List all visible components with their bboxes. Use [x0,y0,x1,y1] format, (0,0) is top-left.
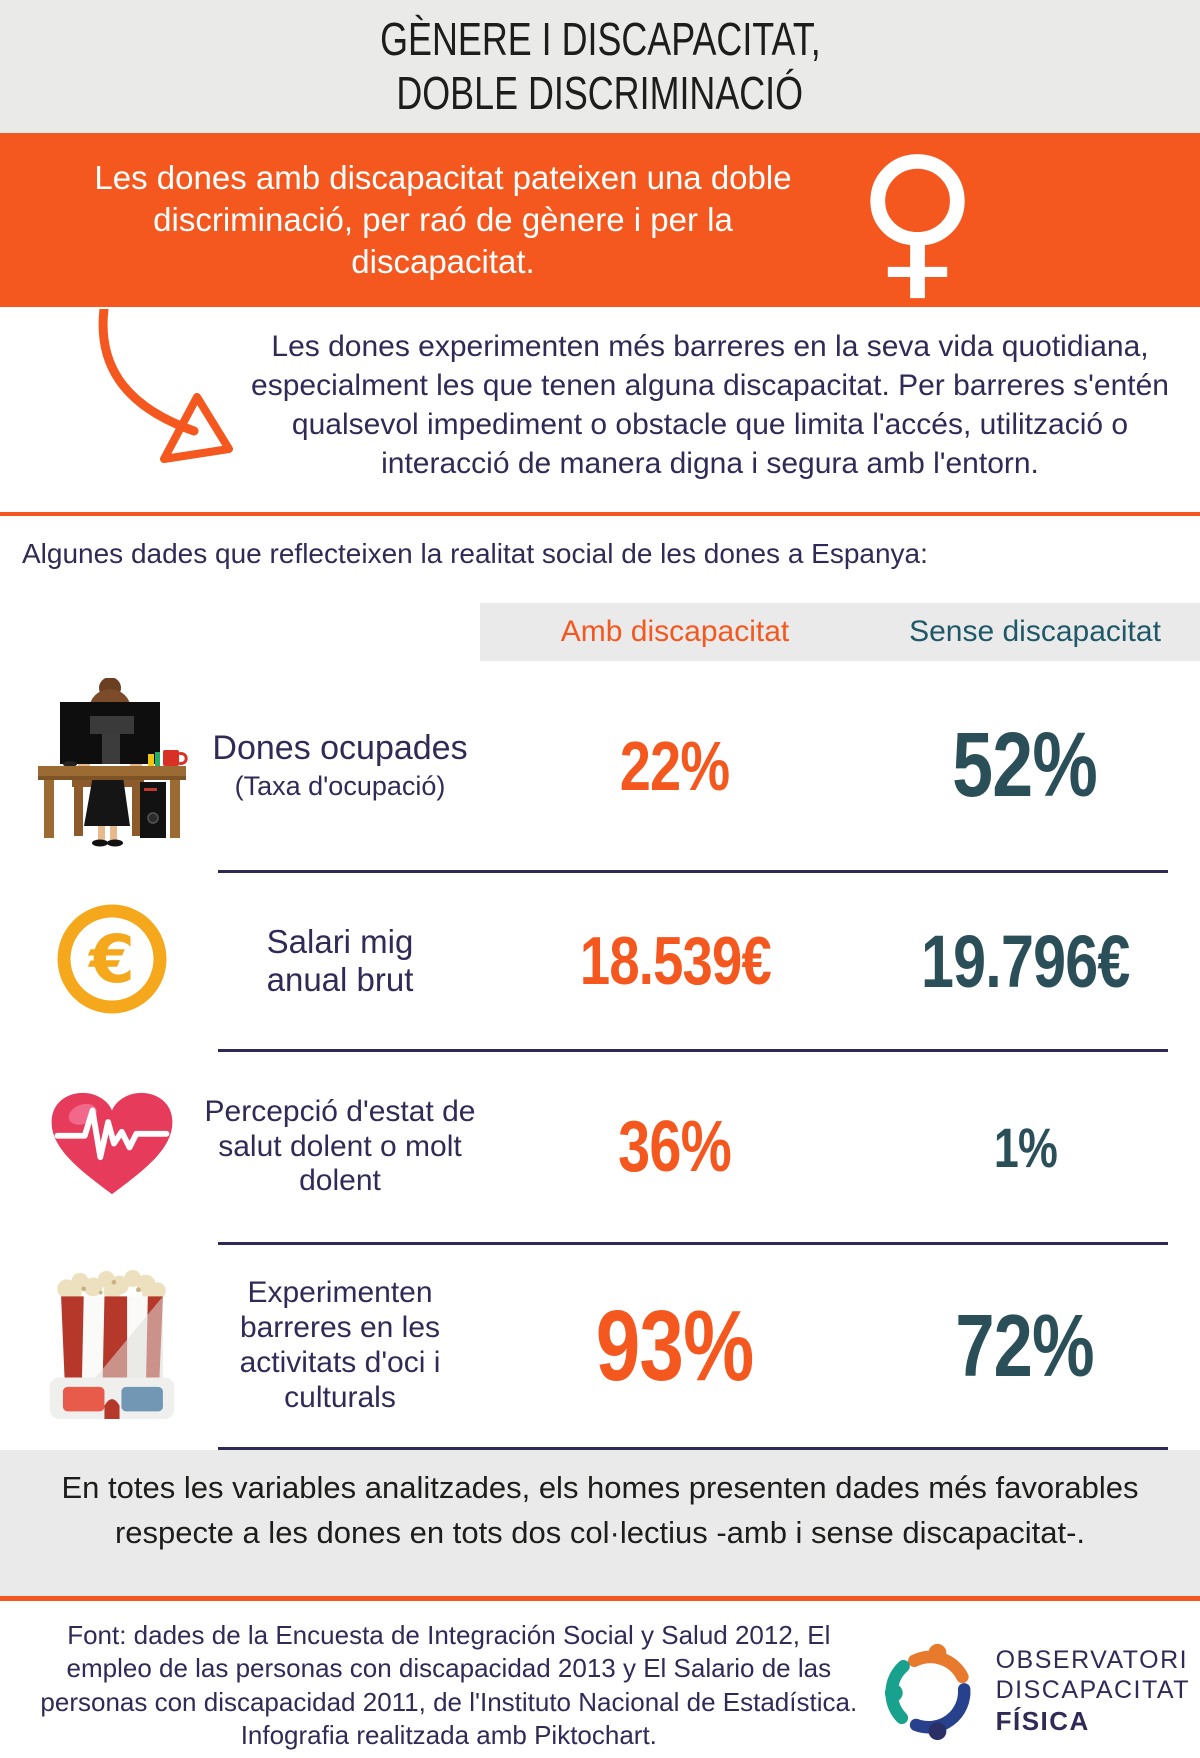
section-heading: Algunes dades que reflecteixen la realit… [22,538,928,569]
column-header-band: Amb discapacitat Sense discapacitat [480,603,1200,661]
value-sense: 1% [993,1115,1057,1179]
row-divider [218,1049,1168,1052]
page-title-line2: DOBLE DISCRIMINACIÓ [0,66,1200,120]
euro-coin-icon: € [51,898,173,1025]
value-sense-cell: 72% [938,1295,1111,1397]
logo-line2: DISCAPACITAT [995,1676,1190,1705]
row-label-cell: Salari mig anual brut [223,923,458,1000]
value-sense-cell: 52% [934,713,1115,818]
table-row-oci: Experimenten barreres en les activitats … [0,1245,1200,1447]
value-sense: 72% [955,1296,1095,1395]
row-divider [218,1447,1168,1450]
row-label: Percepció d'estat de salut dolent o molt… [204,1094,476,1198]
summary-text: En totes les variables analitzades, els … [61,1470,1139,1550]
table-row-dones-ocupades: Dones ocupades (Taxa d'ocupació) 22% 52% [0,661,1200,870]
page-title-text2: DOBLE DISCRIMINACIÓ [396,67,804,120]
logo-line1: OBSERVATORI [995,1646,1189,1675]
value-sense: 52% [952,714,1099,816]
value-amb: 93% [596,1289,755,1402]
value-sense-cell: 19.796€ [895,919,1156,1004]
logo-text: OBSERVATORI DISCAPACITAT FÍSICA [996,1645,1190,1738]
orange-divider-top [0,512,1200,516]
row-label-cell: Dones ocupades (Taxa d'ocupació) [212,729,467,802]
page-title-line1: GÈNERE I DISCAPACITAT, [0,12,1200,66]
curved-arrow-icon [98,309,233,463]
summary-band: En totes les variables analitzades, els … [0,1450,1200,1596]
value-amb-cell: 36% [604,1106,745,1188]
popcorn-3d-glasses-icon [46,1265,178,1428]
value-sense: 19.796€ [920,919,1130,1003]
section-heading-wrap: Algunes dades que reflecteixen la realit… [0,516,1200,603]
value-amb-cell: 22% [606,726,743,806]
row-sublabel: (Taxa d'ocupació) [234,770,446,801]
intro-text: Les dones experimenten més barreres en l… [251,330,1169,480]
page-header: GÈNERE I DISCAPACITAT, DOBLE DISCRIMINAC… [0,0,1200,133]
woman-at-desk-icon [32,677,192,853]
row-label-cell: Percepció d'estat de salut dolent o molt… [200,1095,480,1199]
female-symbol-icon: ♀ [856,121,980,318]
table-row-salut: Percepció d'estat de salut dolent o molt… [0,1052,1200,1242]
column-header-amb: Amb discapacitat [560,615,790,648]
row-label: Dones ocupades [212,729,468,768]
row-divider [218,870,1168,873]
intro-section: Les dones experimenten més barreres en l… [0,307,1200,512]
row-label-cell: Experimenten barreres en les activitats … [213,1276,468,1415]
heart-pulse-icon [43,1089,181,1206]
observatori-logo: OBSERVATORI DISCAPACITAT FÍSICA [884,1625,1190,1758]
value-amb-cell: 93% [576,1289,773,1404]
source-text: Font: dades de la Encuesta de Integració… [40,1620,858,1750]
value-amb: 22% [620,726,730,805]
page-footer: Font: dades de la Encuesta de Integració… [0,1601,1200,1758]
value-sense-cell: 1% [986,1115,1065,1180]
highlight-banner: Les dones amb discapacitat pateixen una … [0,133,1200,307]
orange-divider-bottom [0,1596,1200,1601]
row-divider [218,1242,1168,1245]
value-amb-cell: 18.539€ [556,922,795,1000]
logo-line3: FÍSICA [995,1706,1090,1737]
row-label: Salari mig anual brut [266,922,414,998]
banner-text: Les dones amb discapacitat pateixen una … [94,159,792,280]
value-amb: 18.539€ [579,923,771,999]
value-amb: 36% [618,1107,733,1187]
svg-text:€: € [87,921,135,998]
row-label: Experimenten barreres en les activitats … [239,1276,441,1414]
page-title-text1: GÈNERE I DISCAPACITAT, [379,13,821,65]
column-header-sense: Sense discapacitat [909,615,1161,648]
logo-swirl-icon [884,1643,971,1740]
table-row-salari: € Salari mig anual brut 18.539€ 19.796€ [0,873,1200,1049]
